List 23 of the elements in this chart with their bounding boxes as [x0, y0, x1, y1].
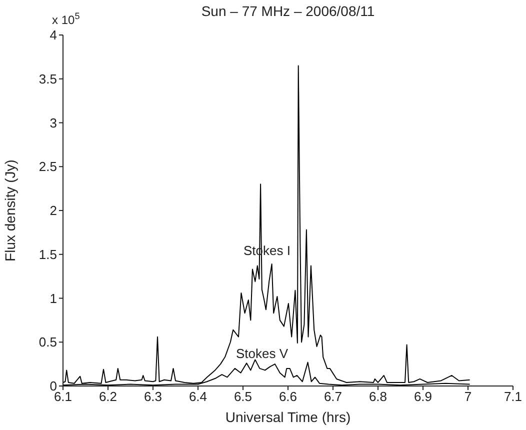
- y-tick-label: 3.5: [38, 71, 57, 86]
- text: x 10$^{5}$: [52, 11, 80, 27]
- y-tick-label: 3: [50, 115, 57, 130]
- x-axis-title: Universal Time (hrs): [225, 409, 351, 425]
- annotation: Stokes V: [236, 346, 288, 361]
- x-tick-label: 7.1: [504, 389, 522, 404]
- x-tick-label: 6.6: [278, 389, 298, 404]
- x-tick-label: 6.2: [98, 389, 118, 404]
- y-axis-title: Flux density (Jy): [2, 160, 18, 262]
- y-tick-label: 1.5: [38, 246, 57, 262]
- x-tick-label: 6.5: [234, 389, 252, 404]
- chart-title: Sun – 77 MHz – 2006/08/11: [201, 3, 375, 19]
- y-tick-label: 0.5: [38, 334, 57, 350]
- x-tick-label: 7: [464, 389, 472, 404]
- x-tick-label: 6.8: [368, 389, 388, 404]
- x-tick-label: 6.7: [324, 389, 342, 404]
- y-tick-label: 2: [50, 203, 57, 218]
- y-tick-label: 1: [50, 290, 57, 306]
- x-tick-label: 6.3: [144, 389, 162, 404]
- x-tick-label: 6.4: [188, 389, 208, 404]
- y-tick-label: 2.5: [38, 159, 57, 174]
- y-tick-label: 4: [50, 28, 57, 43]
- x-tick-label: 6.9: [414, 389, 432, 404]
